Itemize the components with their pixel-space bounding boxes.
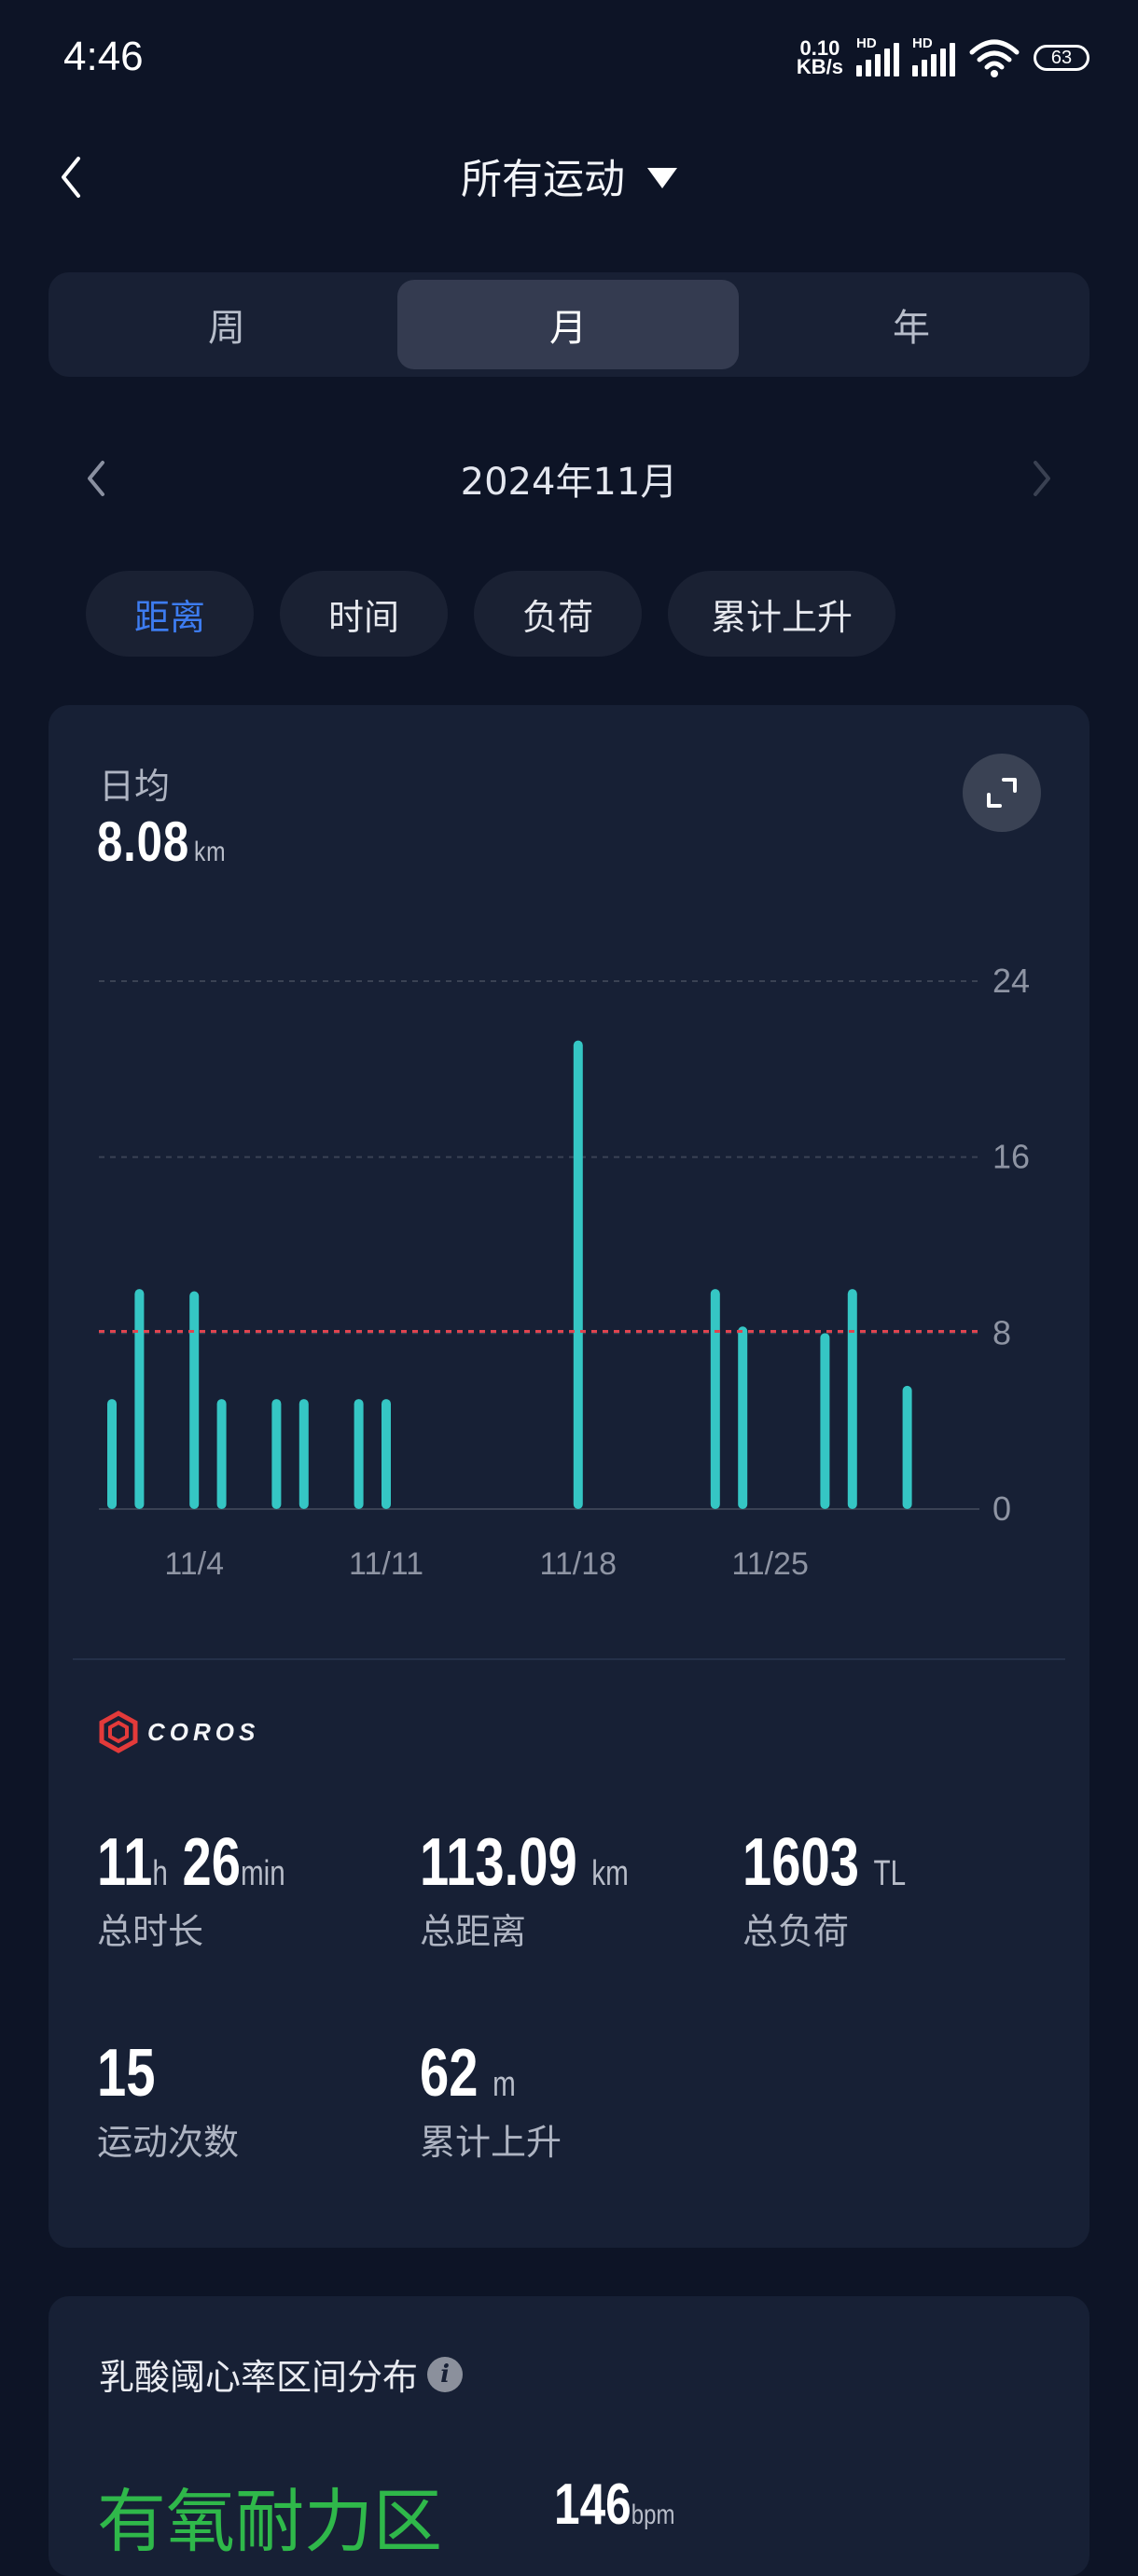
stat-elevation-gain: 62 m 累计上升 xyxy=(420,2036,562,2163)
chart-bar xyxy=(738,1326,748,1509)
network-speed: 0.10 KB/s xyxy=(796,36,843,78)
distance-bar-chart: 24 16 8 0 11/4 11/11 11/18 11/25 xyxy=(99,962,1030,1582)
lactate-threshold-title: 乳酸阈心率区间分布 i xyxy=(99,2348,464,2400)
page-title: 所有运动 xyxy=(461,156,625,203)
x-tick-label: 11/25 xyxy=(731,1546,809,1582)
dropdown-caret-icon xyxy=(647,168,677,188)
chip-distance[interactable]: 距离 xyxy=(86,571,254,657)
daily-average-label: 日均 xyxy=(99,766,171,807)
back-arrow-icon[interactable] xyxy=(52,149,90,205)
previous-month-arrow-icon[interactable] xyxy=(78,455,116,502)
zone-heart-rate: 146bpm xyxy=(554,2472,675,2537)
chart-bar xyxy=(710,1289,720,1509)
chart-bar xyxy=(902,1385,912,1509)
chart-bar xyxy=(382,1399,391,1509)
status-icons: 0.10 KB/s HD HD 63 xyxy=(796,35,1089,78)
x-tick-label: 11/18 xyxy=(540,1546,618,1582)
fullscreen-button[interactable] xyxy=(963,754,1041,832)
chart-bar xyxy=(573,1040,583,1509)
y-tick-label: 16 xyxy=(992,1138,1030,1176)
chart-bar xyxy=(271,1399,282,1509)
chart-bar xyxy=(189,1291,200,1509)
chart-bar xyxy=(134,1289,145,1509)
chart-bar xyxy=(107,1399,117,1509)
tab-year[interactable]: 年 xyxy=(893,307,930,350)
wifi-icon xyxy=(969,39,1020,77)
battery-icon: 63 xyxy=(1034,45,1089,71)
x-tick-label: 11/11 xyxy=(349,1546,423,1582)
status-time: 4:46 xyxy=(63,34,144,79)
chip-load[interactable]: 负荷 xyxy=(474,571,642,657)
chart-bar xyxy=(354,1399,364,1509)
card-divider xyxy=(73,1658,1065,1660)
stat-total-load: 1603 TL 总负荷 xyxy=(742,1825,907,1952)
x-tick-label: 11/4 xyxy=(164,1546,224,1582)
signal-icon-sim2: HD xyxy=(912,35,955,76)
sport-type-selector[interactable]: 所有运动 xyxy=(0,145,1138,205)
zone-name: 有氧耐力区 xyxy=(97,2482,442,2562)
month-label: 2024年11月 xyxy=(460,461,678,504)
coros-hexagon-icon xyxy=(99,1710,138,1753)
chart-bar xyxy=(847,1289,857,1509)
chart-bar xyxy=(298,1399,309,1509)
tab-week[interactable]: 周 xyxy=(208,307,245,350)
y-tick-label: 24 xyxy=(992,962,1030,1000)
signal-icon-sim1: HD xyxy=(856,35,899,76)
stat-activity-count: 15 运动次数 xyxy=(97,2036,240,2163)
chip-time[interactable]: 时间 xyxy=(280,571,448,657)
coros-logo: COROS xyxy=(97,1710,259,1753)
y-tick-label: 8 xyxy=(992,1313,1011,1351)
info-icon[interactable]: i xyxy=(427,2356,464,2392)
expand-icon xyxy=(987,778,1017,808)
y-tick-label: 0 xyxy=(992,1489,1011,1528)
chip-elevation-gain[interactable]: 累计上升 xyxy=(668,571,895,657)
next-month-arrow-icon[interactable] xyxy=(1022,455,1060,502)
stat-total-distance: 113.09 km 总距离 xyxy=(420,1825,629,1952)
period-tabs: 周 月 年 xyxy=(49,272,1089,377)
stat-total-duration: 11h 26min 总时长 xyxy=(97,1825,285,1952)
chart-bar xyxy=(820,1333,830,1509)
chart-bar xyxy=(216,1399,227,1509)
daily-average-value: 8.08 km xyxy=(97,810,227,873)
tab-month[interactable]: 月 xyxy=(397,280,739,369)
